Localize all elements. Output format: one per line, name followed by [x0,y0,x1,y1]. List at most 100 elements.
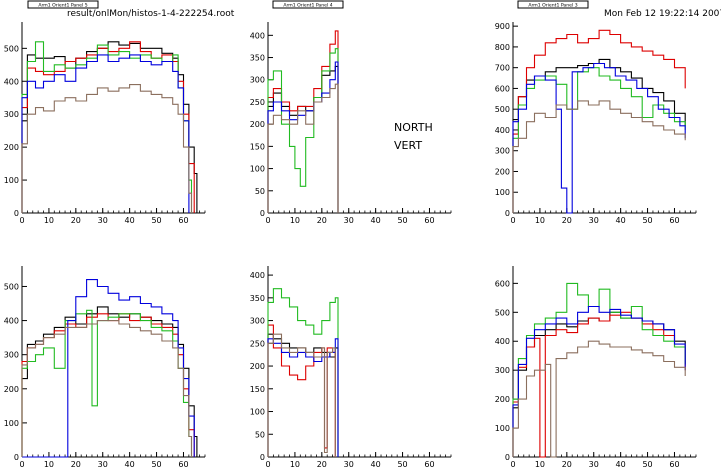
series-blue [22,279,195,458]
series-red [267,30,339,213]
panel-title-box [272,0,344,9]
series-blue [21,54,190,213]
x-tick-label: 50 [151,460,161,469]
series-black [512,58,686,213]
x-tick-label: 10 [535,460,545,469]
y-tick-label: 0 [505,453,510,462]
x-tick-label: 50 [642,460,652,469]
y-tick-label: 400 [495,126,510,135]
x-tick-label: 10 [535,216,545,225]
panel-1: Arm1 Orient1 Panel 101020304050600501001… [250,0,452,225]
file-path-label: result/onlMon/histos-1-4-222254.root [67,9,235,19]
series-blue [512,62,686,214]
x-tick-label: 20 [562,216,572,225]
y-tick-label: 400 [250,31,265,40]
series-blue [512,305,686,457]
y-tick-label: 300 [495,366,510,375]
y-tick-label: 900 [495,22,510,31]
x-tick-label: 30 [98,216,108,225]
series-green [21,41,193,213]
y-tick-label: 400 [250,271,265,280]
y-tick-label: 500 [495,105,510,114]
y-tick-label: 0 [14,453,19,462]
x-tick-label: 50 [642,216,652,225]
x-tick-label: 0 [265,216,270,225]
series-green [267,48,339,213]
x-tick-label: 20 [317,216,327,225]
x-tick-label: 20 [562,460,572,469]
panel-5: Arm1 Orient1 Panel 30 10 20 30 40 50 600100200… [495,0,697,469]
x-tick-label: 60 [178,216,188,225]
x-tick-label: 30 [344,460,354,469]
timestamp-label: Mon Feb 12 19:22:14 2007 [604,9,721,19]
y-tick-label: 150 [250,142,265,151]
x-tick-label: 40 [616,216,626,225]
panel-title: Arm1 Orient1 Panel 4 [283,3,332,9]
y-tick-label: 200 [4,143,19,152]
x-tick-label: 60 [424,216,434,225]
y-tick-label: 400 [4,77,19,86]
series-black [267,65,339,213]
y-tick-label: 600 [495,84,510,93]
y-tick-label: 250 [250,98,265,107]
y-tick-label: 200 [250,362,265,371]
x-tick-label: 30 [98,460,108,469]
panel-0: Arm1 Orient1 Panel 001020304050600100200… [4,0,206,225]
y-tick-label: 300 [4,351,19,360]
y-tick-label: 500 [4,44,19,53]
region-label-north: NORTH [394,121,433,134]
y-tick-label: 0 [260,453,265,462]
y-tick-label: 0 [260,209,265,218]
series-black [21,306,198,457]
x-tick-label: 40 [125,460,135,469]
series-red [512,29,686,213]
series-brown [267,333,336,457]
panel-3: Arm1 Orient1 Panel 50 10 20 30 40 50 600100200… [4,0,206,469]
x-tick-label: 40 [616,460,626,469]
series-green [21,309,193,457]
x-tick-label: 50 [151,216,161,225]
x-tick-label: 60 [669,460,679,469]
y-tick-label: 200 [4,385,19,394]
y-tick-label: 0 [14,209,19,218]
y-tick-label: 350 [250,294,265,303]
x-tick-label: 0 [19,216,24,225]
x-tick-label: 20 [317,460,327,469]
x-tick-label: 20 [71,460,81,469]
series-brown [512,100,686,213]
series-red [21,41,195,213]
y-tick-label: 400 [4,317,19,326]
x-tick-label: 10 [44,460,54,469]
series-black [21,41,198,213]
panel-title: Arm1 Orient1 Panel 5 [38,3,87,9]
panel-title-box [517,0,589,9]
x-tick-label: 50 [397,216,407,225]
panel-2: Arm1 Orient1 Panel 201020304050600100200… [495,0,697,225]
series-green [267,288,339,457]
x-tick-label: 40 [371,460,381,469]
series-green [512,67,686,213]
y-tick-label: 400 [495,337,510,346]
x-tick-label: 0 [19,460,24,469]
y-tick-label: 100 [250,165,265,174]
y-tick-label: 200 [495,167,510,176]
y-tick-label: 800 [495,43,510,52]
x-tick-label: 60 [178,460,188,469]
series-blue [267,61,339,213]
y-tick-label: 200 [250,120,265,129]
x-tick-label: 0 [510,216,515,225]
y-tick-label: 500 [4,282,19,291]
series-brown [21,320,193,457]
x-tick-label: 0 [265,460,270,469]
x-tick-label: 50 [397,460,407,469]
x-tick-label: 60 [669,216,679,225]
y-tick-label: 200 [495,395,510,404]
x-tick-label: 30 [589,460,599,469]
y-tick-label: 100 [495,188,510,197]
y-tick-label: 100 [250,408,265,417]
y-tick-label: 300 [250,317,265,326]
y-tick-label: 300 [495,147,510,156]
x-tick-label: 40 [371,216,381,225]
